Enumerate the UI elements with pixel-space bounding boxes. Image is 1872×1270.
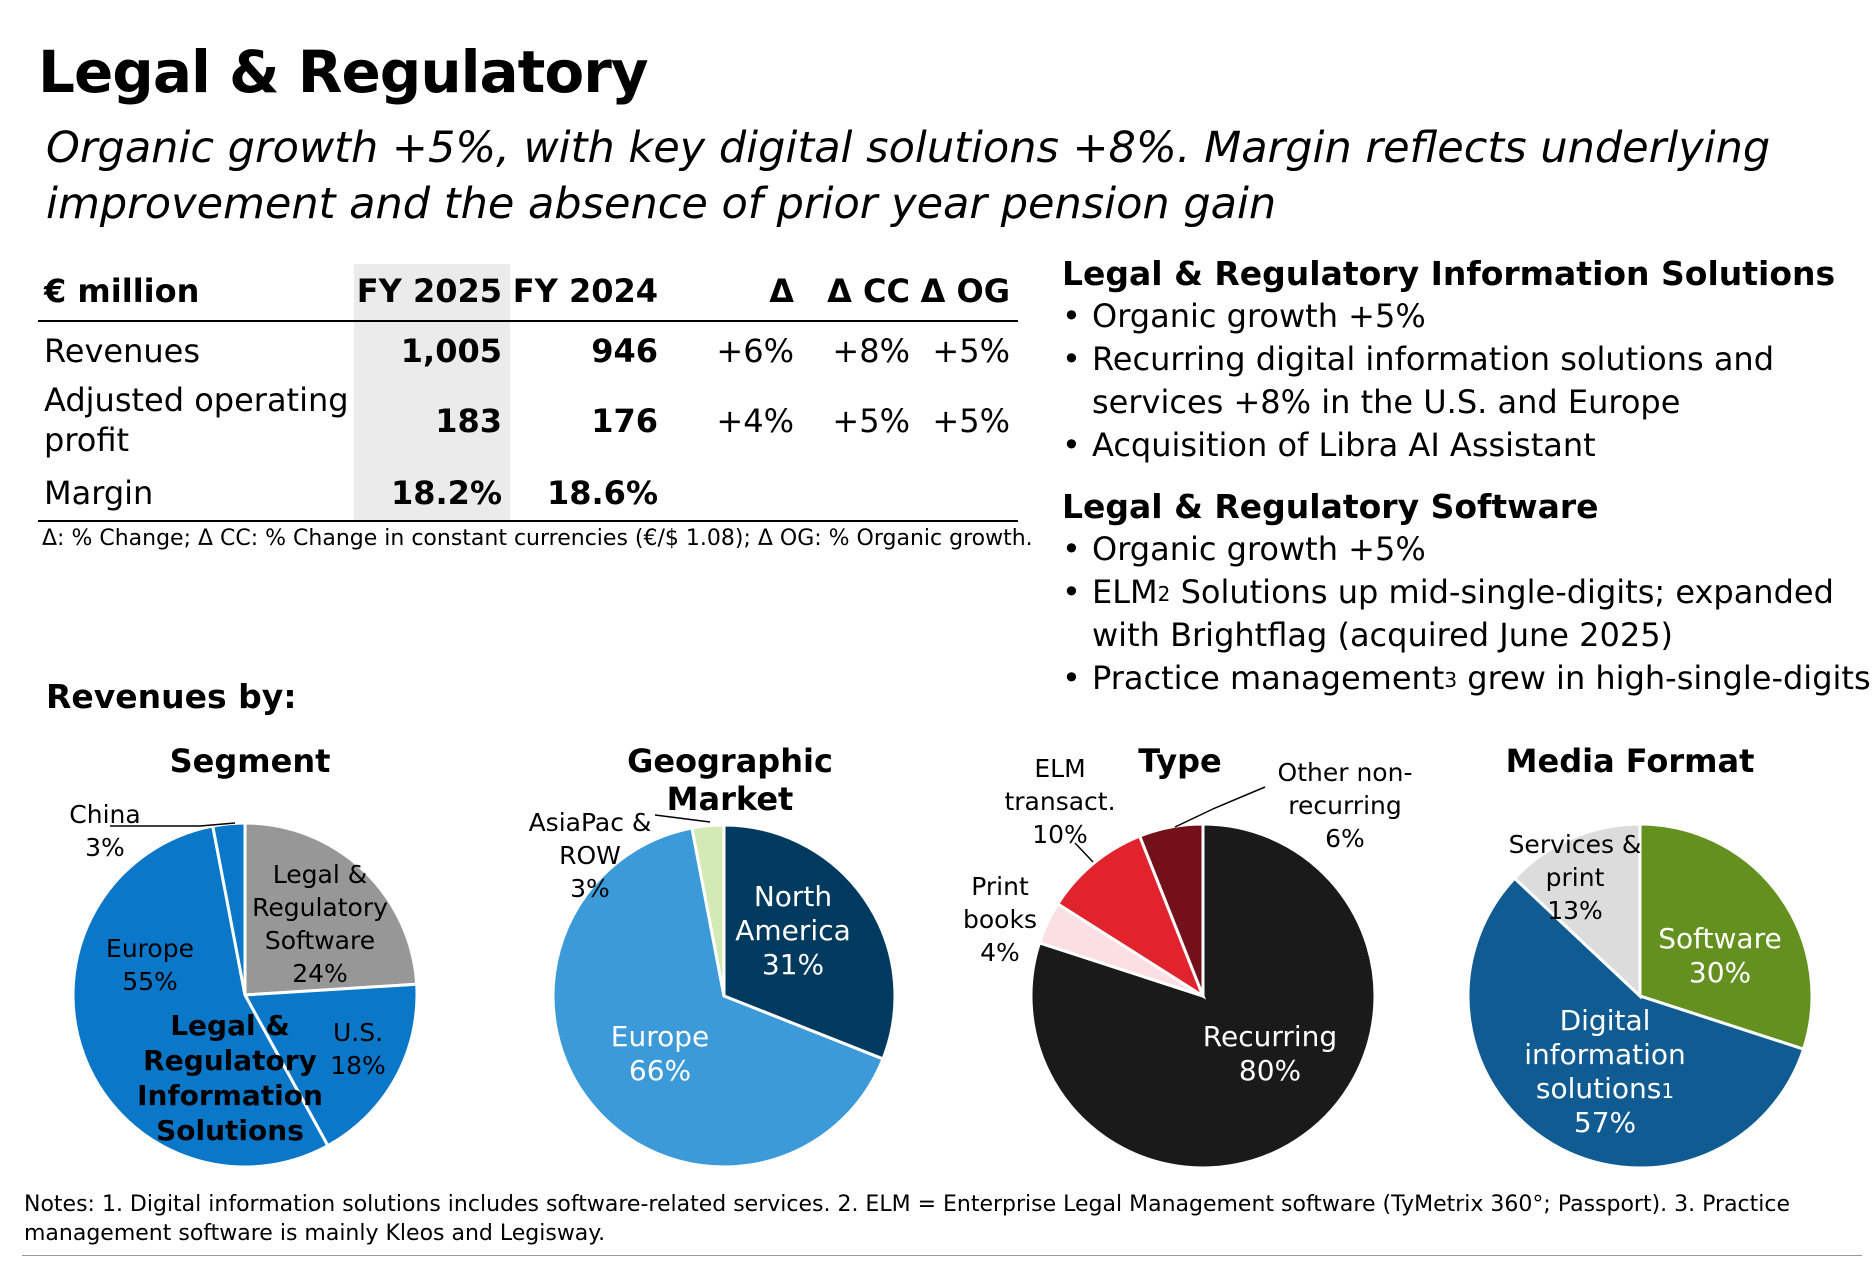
lris-section: Legal & Regulatory Information Solutions… [1062, 254, 1862, 467]
chart-title-geographic: Geographic Market [627, 742, 833, 818]
list-item: ELM2 Solutions up mid-single-digits; exp… [1062, 571, 1872, 657]
table-row: Adjusted operating profit 183 176 +4% +5… [38, 380, 1018, 466]
slice-label-digital-information-solutions: Digital information solutions1 57% [1524, 1004, 1686, 1139]
header-change-cc: Δ CC [827, 272, 910, 310]
cell-change: +6% [716, 332, 794, 370]
cell-change-og: +5% [932, 332, 1010, 370]
cell-change: +4% [716, 402, 794, 440]
pie-slice-legal-regulatory-software [243, 821, 419, 997]
slice-label-elm-transact: ELM transact. 10% [1004, 754, 1116, 849]
header-fy2024: FY 2024 [512, 272, 658, 310]
cell-fy2025: 1,005 [400, 332, 502, 370]
table-footnote: Δ: % Change; Δ CC: % Change in constant … [42, 526, 1033, 551]
header-change-og: Δ OG [920, 272, 1010, 310]
pie-slice-asiapac-row [690, 823, 726, 997]
chart-title-segment: Segment [169, 742, 331, 780]
pie-slice-europe [551, 826, 885, 1169]
cell-fy2024: 18.6% [546, 474, 658, 512]
row-label: Revenues [44, 332, 201, 370]
elm-rest: Solutions up mid-single-digits; expanded… [1092, 573, 1834, 654]
fy2025-column-highlight [354, 264, 510, 522]
slice-label-europe-geo: Europe 66% [610, 1020, 710, 1087]
pie-slice-north-america [722, 823, 897, 1061]
pie-slice-software [1638, 822, 1814, 1052]
chart-title-media-format: Media Format [1505, 742, 1755, 780]
table-header-row: € million FY 2025 FY 2024 Δ Δ CC Δ OG [38, 272, 1018, 312]
slice-label-software: Software 30% [1658, 922, 1782, 989]
lris-heading: Legal & Regulatory Information Solutions [1062, 254, 1836, 293]
notes: Notes: 1. Digital information solutions … [24, 1192, 1791, 1246]
table-bottom-rule [38, 520, 1018, 522]
slice-label-north-america: North America 31% [735, 880, 851, 981]
pie-slice-europe [71, 824, 330, 1169]
cell-fy2024: 176 [591, 402, 658, 440]
cell-fy2025: 183 [435, 402, 502, 440]
slice-label-other-non-recurring: Other non- recurring 6% [1277, 758, 1413, 853]
row-label: Adjusted operating profit [44, 381, 349, 459]
page-subtitle: Organic growth +5%, with key digital sol… [46, 123, 1771, 229]
lrs-section: Legal & Regulatory Software Organic grow… [1062, 487, 1872, 700]
list-item: Organic growth +5% [1062, 295, 1862, 338]
financial-table: € million FY 2025 FY 2024 Δ Δ CC Δ OG Re… [38, 264, 1018, 522]
slice-label-legal-software: Legal & Regulatory Software 24% [252, 860, 388, 988]
cell-change-og: +5% [932, 402, 1010, 440]
cell-change-cc: +8% [832, 332, 910, 370]
slice-label-china: China 3% [69, 800, 141, 862]
footnote-marker: 3 [1444, 668, 1458, 692]
pie-slice-u-s [242, 982, 419, 1148]
header-unit: € million [44, 272, 200, 310]
table-row: Margin 18.2% 18.6% [38, 474, 1018, 518]
slice-label-europe: Europe 55% [106, 934, 194, 996]
cell-fy2024: 946 [591, 332, 658, 370]
group-label-lris: Legal & Regulatory Information Solutions [137, 1009, 323, 1147]
cell-fy2025: 18.2% [390, 474, 502, 512]
table-row: Revenues 1,005 946 +6% +8% +5% [38, 332, 1018, 376]
chart-title-type: Type [1138, 742, 1222, 780]
header-change: Δ [769, 272, 794, 310]
footnote-marker: 2 [1157, 582, 1171, 606]
list-item: Recurring digital information solutions … [1062, 338, 1862, 424]
revenues-by-heading: Revenues by: [46, 677, 297, 716]
pie-slice-services-print [1512, 822, 1642, 1000]
page-title: Legal & Regulatory [38, 38, 649, 106]
row-label: Margin [44, 474, 154, 512]
pm-rest: grew in high-single-digits [1457, 659, 1871, 697]
pie-slice-digital-information-solutions [1466, 876, 1806, 1170]
slice-label-print-books: Print books 4% [963, 872, 1037, 967]
slice-label-services-print: Services & print 13% [1508, 830, 1642, 925]
list-item: Organic growth +5% [1062, 528, 1872, 571]
slice-label-asiapac: AsiaPac & ROW 3% [528, 808, 652, 903]
bottom-rule [22, 1255, 1862, 1256]
slice-label-recurring: Recurring 80% [1202, 1020, 1338, 1087]
header-rule [38, 320, 1018, 322]
list-item: Acquisition of Libra AI Assistant [1062, 424, 1862, 467]
slice-label-us: U.S. 18% [330, 1018, 386, 1080]
header-fy2025: FY 2025 [356, 272, 502, 310]
pie-slice-elm-transact [1055, 834, 1207, 1000]
pm-text: Practice management [1092, 659, 1445, 697]
cell-change-cc: +5% [832, 402, 910, 440]
elm-text: ELM [1092, 573, 1158, 611]
lrs-heading: Legal & Regulatory Software [1062, 487, 1599, 526]
list-item: Practice management3 grew in high-single… [1062, 657, 1872, 700]
